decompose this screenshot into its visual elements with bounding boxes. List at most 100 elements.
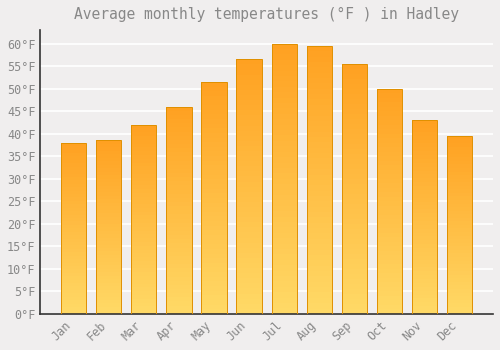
Bar — [236, 126, 262, 131]
Bar — [202, 221, 226, 226]
Bar — [96, 279, 122, 283]
Bar — [377, 251, 402, 255]
Bar — [96, 310, 122, 314]
Bar — [166, 272, 192, 276]
Bar — [342, 239, 367, 244]
Bar — [342, 154, 367, 159]
Bar — [377, 237, 402, 242]
Bar — [412, 217, 438, 221]
Bar — [131, 242, 156, 246]
Bar — [272, 200, 297, 206]
Bar — [342, 184, 367, 189]
Bar — [96, 258, 122, 262]
Bar — [61, 218, 86, 222]
Bar — [447, 236, 472, 239]
Bar — [377, 296, 402, 300]
Bar — [166, 281, 192, 285]
Bar — [447, 239, 472, 243]
Bar — [96, 276, 122, 279]
Bar — [236, 238, 262, 243]
Bar — [377, 120, 402, 125]
Bar — [412, 170, 438, 174]
Bar — [236, 131, 262, 136]
Bar — [342, 94, 367, 99]
Bar — [166, 127, 192, 132]
Bar — [377, 192, 402, 197]
Bar — [306, 212, 332, 217]
Bar — [166, 218, 192, 223]
Bar — [377, 89, 402, 93]
Bar — [131, 227, 156, 231]
Bar — [342, 224, 367, 229]
Bar — [342, 259, 367, 264]
Bar — [96, 251, 122, 255]
Bar — [377, 156, 402, 161]
Bar — [236, 182, 262, 187]
Bar — [306, 99, 332, 105]
Bar — [202, 300, 226, 304]
Bar — [61, 211, 86, 215]
Bar — [306, 51, 332, 57]
Bar — [447, 207, 472, 211]
Bar — [306, 303, 332, 309]
Bar — [272, 65, 297, 71]
Bar — [342, 264, 367, 269]
Bar — [412, 128, 438, 132]
Bar — [202, 96, 226, 100]
Bar — [447, 289, 472, 293]
Bar — [202, 133, 226, 138]
Bar — [306, 223, 332, 228]
Bar — [202, 267, 226, 272]
Bar — [96, 262, 122, 265]
Bar — [412, 159, 438, 163]
Bar — [202, 86, 226, 91]
Bar — [96, 227, 122, 231]
Bar — [377, 233, 402, 237]
Bar — [342, 164, 367, 169]
Bar — [447, 211, 472, 214]
Bar — [61, 204, 86, 208]
Bar — [61, 149, 86, 153]
Bar — [236, 202, 262, 207]
Bar — [272, 146, 297, 152]
Bar — [272, 254, 297, 260]
Bar — [131, 144, 156, 147]
Bar — [447, 182, 472, 186]
Bar — [306, 175, 332, 180]
Bar — [377, 102, 402, 107]
Bar — [202, 309, 226, 314]
Bar — [412, 151, 438, 155]
Bar — [306, 89, 332, 94]
Bar — [166, 301, 192, 306]
Bar — [272, 179, 297, 184]
Bar — [166, 239, 192, 244]
Bar — [61, 297, 86, 300]
Bar — [236, 64, 262, 70]
Bar — [412, 236, 438, 240]
Bar — [377, 305, 402, 309]
Bar — [96, 224, 122, 227]
Bar — [202, 258, 226, 263]
Bar — [61, 300, 86, 303]
Bar — [306, 153, 332, 159]
Bar — [236, 253, 262, 258]
Bar — [166, 244, 192, 247]
Bar — [96, 303, 122, 307]
Bar — [306, 309, 332, 314]
Bar — [236, 232, 262, 238]
Bar — [306, 57, 332, 62]
Bar — [377, 98, 402, 102]
Bar — [61, 215, 86, 218]
Bar — [306, 287, 332, 293]
Bar — [166, 111, 192, 115]
Bar — [131, 170, 156, 174]
Bar — [166, 306, 192, 310]
Bar — [236, 151, 262, 156]
Bar — [96, 151, 122, 154]
Bar — [166, 136, 192, 140]
Bar — [131, 284, 156, 287]
Bar — [131, 272, 156, 276]
Bar — [96, 231, 122, 234]
Bar — [447, 246, 472, 250]
Bar — [306, 260, 332, 266]
